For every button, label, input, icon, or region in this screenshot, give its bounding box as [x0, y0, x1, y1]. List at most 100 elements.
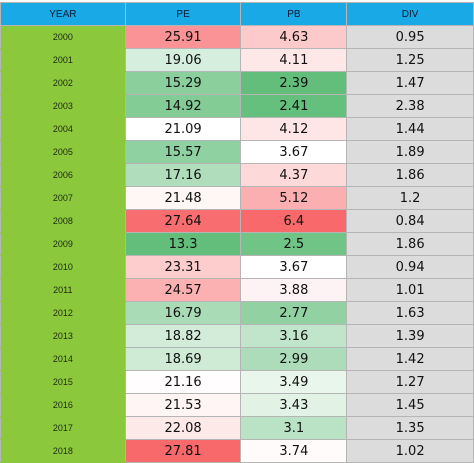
year-cell[interactable]: 2012 [0, 301, 126, 325]
year-cell[interactable]: 2008 [0, 209, 126, 233]
table-row: 2014 18.69 2.99 1.42 [0, 347, 474, 371]
div-cell[interactable]: 1.89 [346, 140, 474, 164]
table-row: 2012 16.79 2.77 1.63 [0, 301, 474, 325]
pe-cell[interactable]: 25.91 [124, 25, 242, 49]
div-cell[interactable]: 1.86 [346, 232, 474, 256]
pb-cell[interactable]: 3.1 [240, 416, 348, 440]
column-header-pb[interactable]: PB [240, 2, 348, 26]
div-cell[interactable]: 1.02 [346, 439, 474, 463]
column-header-pe[interactable]: PE [124, 2, 242, 26]
year-cell[interactable]: 2000 [0, 25, 126, 49]
div-cell[interactable]: 1.63 [346, 301, 474, 325]
pb-cell[interactable]: 4.37 [240, 163, 348, 187]
year-cell[interactable]: 2005 [0, 140, 126, 164]
div-cell[interactable]: 1.86 [346, 163, 474, 187]
year-cell[interactable]: 2018 [0, 439, 126, 463]
table-row: 2015 21.16 3.49 1.27 [0, 370, 474, 394]
table-row: 2016 21.53 3.43 1.45 [0, 393, 474, 417]
year-cell[interactable]: 2014 [0, 347, 126, 371]
table-row: 2002 15.29 2.39 1.47 [0, 71, 474, 95]
pb-cell[interactable]: 4.12 [240, 117, 348, 141]
year-cell[interactable]: 2013 [0, 324, 126, 348]
pe-cell[interactable]: 22.08 [124, 416, 242, 440]
pb-cell[interactable]: 5.12 [240, 186, 348, 210]
year-cell[interactable]: 2006 [0, 163, 126, 187]
pb-cell[interactable]: 3.67 [240, 140, 348, 164]
pb-cell[interactable]: 3.88 [240, 278, 348, 302]
year-cell[interactable]: 2009 [0, 232, 126, 256]
div-cell[interactable]: 1.35 [346, 416, 474, 440]
table-row: 2000 25.91 4.63 0.95 [0, 25, 474, 49]
pb-cell[interactable]: 4.11 [240, 48, 348, 72]
year-cell[interactable]: 2015 [0, 370, 126, 394]
pb-cell[interactable]: 3.67 [240, 255, 348, 279]
pb-cell[interactable]: 2.77 [240, 301, 348, 325]
pe-cell[interactable]: 21.16 [124, 370, 242, 394]
pb-cell[interactable]: 2.99 [240, 347, 348, 371]
pe-cell[interactable]: 24.57 [124, 278, 242, 302]
div-cell[interactable]: 1.2 [346, 186, 474, 210]
table-row: 2017 22.08 3.1 1.35 [0, 416, 474, 440]
div-cell[interactable]: 1.01 [346, 278, 474, 302]
pb-cell[interactable]: 3.49 [240, 370, 348, 394]
pb-cell[interactable]: 2.5 [240, 232, 348, 256]
pe-cell[interactable]: 27.64 [124, 209, 242, 233]
pb-cell[interactable]: 3.43 [240, 393, 348, 417]
pb-cell[interactable]: 3.74 [240, 439, 348, 463]
pb-cell[interactable]: 6.4 [240, 209, 348, 233]
div-cell[interactable]: 1.27 [346, 370, 474, 394]
table-row: 2004 21.09 4.12 1.44 [0, 117, 474, 141]
div-cell[interactable]: 1.39 [346, 324, 474, 348]
pe-cell[interactable]: 18.69 [124, 347, 242, 371]
year-cell[interactable]: 2016 [0, 393, 126, 417]
year-cell[interactable]: 2010 [0, 255, 126, 279]
div-cell[interactable]: 1.44 [346, 117, 474, 141]
year-cell[interactable]: 2003 [0, 94, 126, 118]
table-row: 2018 27.81 3.74 1.02 [0, 439, 474, 463]
year-cell[interactable]: 2002 [0, 71, 126, 95]
table-row: 2009 13.3 2.5 1.86 [0, 232, 474, 256]
table-row: 2011 24.57 3.88 1.01 [0, 278, 474, 302]
pb-cell[interactable]: 3.16 [240, 324, 348, 348]
pb-cell[interactable]: 4.63 [240, 25, 348, 49]
table-row: 2001 19.06 4.11 1.25 [0, 48, 474, 72]
pe-cell[interactable]: 27.81 [124, 439, 242, 463]
div-cell[interactable]: 1.47 [346, 71, 474, 95]
header-row: YEAR PE PB DIV [0, 2, 474, 26]
pb-cell[interactable]: 2.41 [240, 94, 348, 118]
pe-cell[interactable]: 15.57 [124, 140, 242, 164]
table-row: 2003 14.92 2.41 2.38 [0, 94, 474, 118]
pe-cell[interactable]: 15.29 [124, 71, 242, 95]
pe-cell[interactable]: 14.92 [124, 94, 242, 118]
pe-cell[interactable]: 19.06 [124, 48, 242, 72]
pe-cell[interactable]: 17.16 [124, 163, 242, 187]
div-cell[interactable]: 0.84 [346, 209, 474, 233]
div-cell[interactable]: 1.25 [346, 48, 474, 72]
table-row: 2006 17.16 4.37 1.86 [0, 163, 474, 187]
table-row: 2008 27.64 6.4 0.84 [0, 209, 474, 233]
column-header-div[interactable]: DIV [346, 2, 474, 26]
year-cell[interactable]: 2007 [0, 186, 126, 210]
div-cell[interactable]: 1.42 [346, 347, 474, 371]
pb-cell[interactable]: 2.39 [240, 71, 348, 95]
pe-cell[interactable]: 21.09 [124, 117, 242, 141]
year-cell[interactable]: 2001 [0, 48, 126, 72]
div-cell[interactable]: 2.38 [346, 94, 474, 118]
year-cell[interactable]: 2011 [0, 278, 126, 302]
table-row: 2007 21.48 5.12 1.2 [0, 186, 474, 210]
pe-cell[interactable]: 23.31 [124, 255, 242, 279]
pe-cell[interactable]: 13.3 [124, 232, 242, 256]
div-cell[interactable]: 0.94 [346, 255, 474, 279]
div-cell[interactable]: 0.95 [346, 25, 474, 49]
pe-cell[interactable]: 21.48 [124, 186, 242, 210]
table-row: 2010 23.31 3.67 0.94 [0, 255, 474, 279]
pe-cell[interactable]: 16.79 [124, 301, 242, 325]
table-row: 2005 15.57 3.67 1.89 [0, 140, 474, 164]
year-cell[interactable]: 2017 [0, 416, 126, 440]
div-cell[interactable]: 1.45 [346, 393, 474, 417]
column-header-year[interactable]: YEAR [0, 2, 126, 26]
pe-cell[interactable]: 18.82 [124, 324, 242, 348]
year-cell[interactable]: 2004 [0, 117, 126, 141]
pe-cell[interactable]: 21.53 [124, 393, 242, 417]
